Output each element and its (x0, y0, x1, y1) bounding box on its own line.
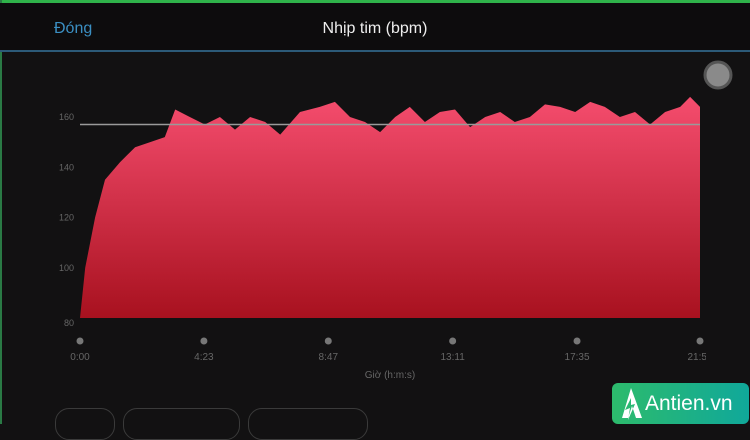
antien-logo: Antien.vn (612, 383, 749, 424)
x-axis-label: Giờ (h:m:s) (365, 370, 415, 381)
x-tick-label: 21:56 (687, 352, 712, 363)
x-tick-label: 0:00 (70, 352, 90, 363)
x-tick-dot[interactable] (325, 338, 332, 345)
x-tick-dot[interactable] (200, 338, 207, 345)
lightning-logo-icon (620, 388, 642, 420)
option-button[interactable] (55, 408, 115, 440)
x-tick-label: 17:35 (565, 352, 590, 363)
x-tick-label: 13:11 (441, 352, 466, 363)
x-tick-dot[interactable] (697, 338, 704, 345)
y-tick-label: 160 (59, 112, 74, 122)
x-tick-dot[interactable] (574, 338, 581, 345)
y-tick-label: 140 (59, 162, 74, 172)
y-tick-label: 100 (59, 263, 74, 273)
x-tick-dot[interactable] (449, 338, 456, 345)
x-tick-label: 8:47 (319, 352, 339, 363)
option-button[interactable] (248, 408, 368, 440)
y-tick-label: 120 (59, 213, 74, 223)
option-button[interactable] (123, 408, 240, 440)
x-tick-dot[interactable] (77, 338, 84, 345)
heart-rate-chart: 80 100 120 140 160 0:00 4:23 8:47 13:11 17:35 21:5… (0, 0, 750, 400)
x-tick-label: 4:23 (194, 352, 214, 363)
heart-rate-area (80, 97, 700, 318)
y-tick-label: 80 (64, 318, 74, 328)
scroll-handle[interactable] (705, 62, 731, 88)
